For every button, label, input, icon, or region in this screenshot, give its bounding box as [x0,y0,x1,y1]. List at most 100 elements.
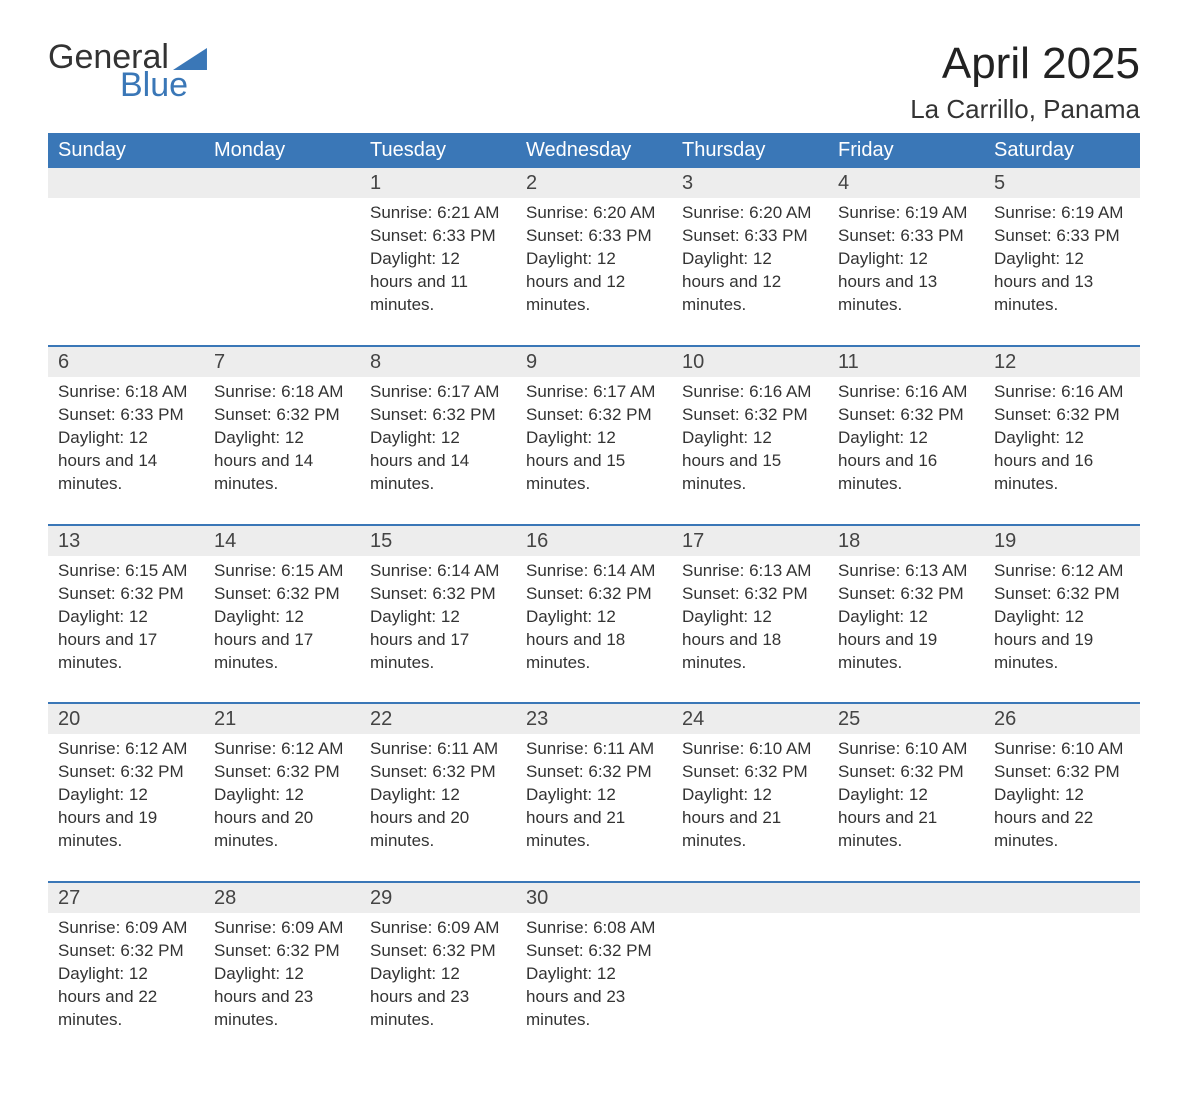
sunrise-line: Sunrise: 6:17 AM [370,381,506,404]
sunrise-line: Sunrise: 6:21 AM [370,202,506,225]
day-content: Sunrise: 6:09 AMSunset: 6:32 PMDaylight:… [360,913,516,1060]
sunset-line: Sunset: 6:32 PM [370,940,506,963]
daylight-line: Daylight: 12 hours and 12 minutes. [526,248,662,317]
daylight-line: Daylight: 12 hours and 22 minutes. [58,963,194,1032]
day-number [672,883,828,887]
sunset-line: Sunset: 6:32 PM [58,583,194,606]
day-number: 21 [204,704,360,734]
week-daynum-row: 12345 [48,168,1140,198]
sunset-line: Sunset: 6:32 PM [994,583,1130,606]
sunrise-line: Sunrise: 6:12 AM [58,738,194,761]
daylight-line: Daylight: 12 hours and 20 minutes. [370,784,506,853]
day-number: 11 [828,347,984,377]
day-number: 9 [516,347,672,377]
day-number: 27 [48,883,204,913]
day-number [984,883,1140,887]
daylight-line: Daylight: 12 hours and 16 minutes. [838,427,974,496]
daylight-line: Daylight: 12 hours and 13 minutes. [994,248,1130,317]
sunrise-line: Sunrise: 6:12 AM [214,738,350,761]
week-daynum-row: 20212223242526 [48,703,1140,734]
daylight-line: Daylight: 12 hours and 19 minutes. [994,606,1130,675]
daylight-line: Daylight: 12 hours and 14 minutes. [214,427,350,496]
day-number: 5 [984,168,1140,198]
sunrise-line: Sunrise: 6:19 AM [838,202,974,225]
sunrise-line: Sunrise: 6:11 AM [526,738,662,761]
sunrise-line: Sunrise: 6:18 AM [58,381,194,404]
week-daynum-row: 27282930 [48,882,1140,913]
day-content: Sunrise: 6:17 AMSunset: 6:32 PMDaylight:… [516,377,672,524]
day-number: 20 [48,704,204,734]
daylight-line: Daylight: 12 hours and 12 minutes. [682,248,818,317]
sunrise-line: Sunrise: 6:09 AM [370,917,506,940]
day-content: Sunrise: 6:19 AMSunset: 6:33 PMDaylight:… [984,198,1140,345]
sunrise-line: Sunrise: 6:20 AM [526,202,662,225]
sunset-line: Sunset: 6:32 PM [838,761,974,784]
day-content [204,198,360,230]
sunset-line: Sunset: 6:32 PM [682,583,818,606]
day-number: 6 [48,347,204,377]
daylight-line: Daylight: 12 hours and 13 minutes. [838,248,974,317]
week-content-row: Sunrise: 6:12 AMSunset: 6:32 PMDaylight:… [48,734,1140,882]
day-number: 26 [984,704,1140,734]
daylight-line: Daylight: 12 hours and 21 minutes. [526,784,662,853]
day-content: Sunrise: 6:16 AMSunset: 6:32 PMDaylight:… [672,377,828,524]
day-content: Sunrise: 6:21 AMSunset: 6:33 PMDaylight:… [360,198,516,345]
sunrise-line: Sunrise: 6:13 AM [682,560,818,583]
calendar-table: Sunday Monday Tuesday Wednesday Thursday… [48,133,1140,1059]
day-number: 7 [204,347,360,377]
sunset-line: Sunset: 6:32 PM [370,404,506,427]
day-content: Sunrise: 6:15 AMSunset: 6:32 PMDaylight:… [204,556,360,703]
sunrise-line: Sunrise: 6:15 AM [214,560,350,583]
sunrise-line: Sunrise: 6:14 AM [370,560,506,583]
sunrise-line: Sunrise: 6:16 AM [838,381,974,404]
week-daynum-row: 6789101112 [48,346,1140,377]
month-title: April 2025 [910,40,1140,88]
day-number: 8 [360,347,516,377]
daylight-line: Daylight: 12 hours and 19 minutes. [838,606,974,675]
day-content: Sunrise: 6:13 AMSunset: 6:32 PMDaylight:… [672,556,828,703]
sunrise-line: Sunrise: 6:19 AM [994,202,1130,225]
sunset-line: Sunset: 6:32 PM [526,761,662,784]
day-header: Thursday [672,133,828,168]
sunrise-line: Sunrise: 6:13 AM [838,560,974,583]
day-number: 10 [672,347,828,377]
week-content-row: Sunrise: 6:21 AMSunset: 6:33 PM Daylight:… [48,198,1140,346]
sunset-line: Sunset: 6:32 PM [838,404,974,427]
daylight-line: Daylight: 12 hours and 14 minutes. [370,427,506,496]
day-content: Sunrise: 6:09 AMSunset: 6:32 PMDaylight:… [48,913,204,1060]
week-content-row: Sunrise: 6:15 AMSunset: 6:32 PMDaylight:… [48,556,1140,704]
day-content: Sunrise: 6:12 AMSunset: 6:32 PMDaylight:… [48,734,204,881]
day-content: Sunrise: 6:11 AMSunset: 6:32 PMDaylight:… [360,734,516,881]
daylight-line: Daylight: 12 hours and 20 minutes. [214,784,350,853]
sunset-line: Sunset: 6:32 PM [58,940,194,963]
day-content: Sunrise: 6:10 AMSunset: 6:32 PMDaylight:… [984,734,1140,881]
day-number: 24 [672,704,828,734]
daylight-line: Daylight: 12 hours and 23 minutes. [214,963,350,1032]
day-number: 14 [204,526,360,556]
daylight-line: Daylight: 12 hours and 23 minutes. [526,963,662,1032]
sunset-line: Sunset: 6:32 PM [370,583,506,606]
week-daynum-row: 13141516171819 [48,525,1140,556]
sunset-line: Sunset: 6:33 PM [370,225,506,248]
day-number: 13 [48,526,204,556]
brand-triangle-icon [173,48,207,70]
day-number: 3 [672,168,828,198]
day-content: Sunrise: 6:17 AMSunset: 6:32 PMDaylight:… [360,377,516,524]
sunrise-line: Sunrise: 6:10 AM [838,738,974,761]
day-number: 30 [516,883,672,913]
sunset-line: Sunset: 6:33 PM [58,404,194,427]
sunset-line: Sunset: 6:32 PM [526,404,662,427]
brand-word-2: Blue [120,68,207,102]
day-number: 4 [828,168,984,198]
sunset-line: Sunset: 6:32 PM [838,583,974,606]
sunrise-line: Sunrise: 6:15 AM [58,560,194,583]
sunset-line: Sunset: 6:32 PM [526,583,662,606]
day-number: 15 [360,526,516,556]
day-number: 19 [984,526,1140,556]
day-content: Sunrise: 6:20 AMSunset: 6:33 PMDaylight:… [672,198,828,345]
day-header-row: Sunday Monday Tuesday Wednesday Thursday… [48,133,1140,168]
daylight-line: Daylight: 12 hours and 21 minutes. [838,784,974,853]
sunset-line: Sunset: 6:32 PM [526,940,662,963]
day-content: Sunrise: 6:14 AMSunset: 6:32 PMDaylight:… [360,556,516,703]
daylight-line: Daylight: 12 hours and 18 minutes. [526,606,662,675]
